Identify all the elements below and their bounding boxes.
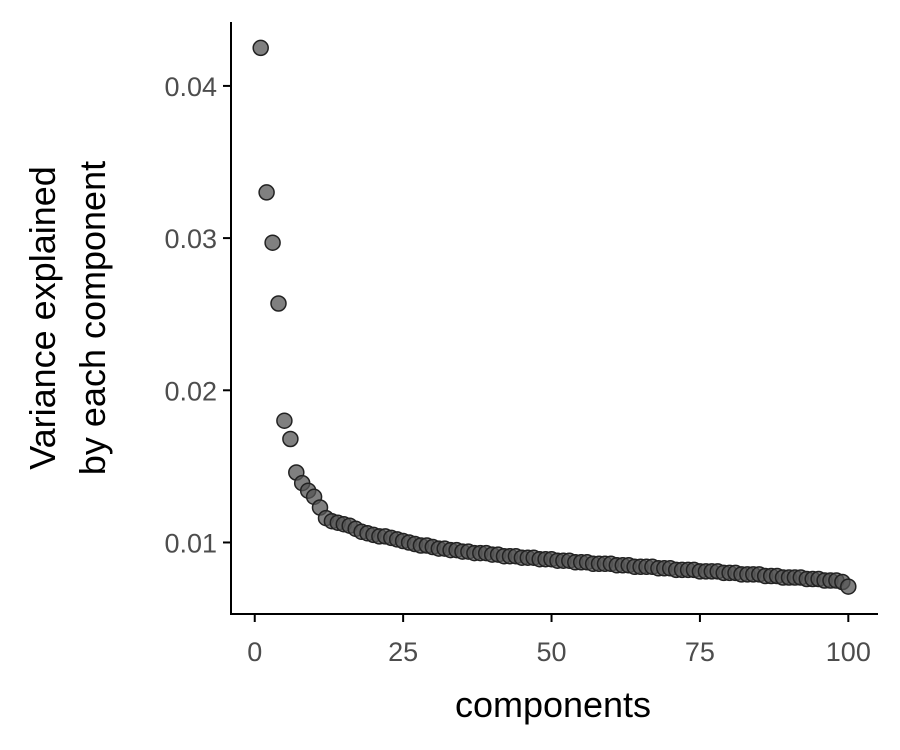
data-point [840,578,857,595]
y-axis-title-line-1: Variance explained [22,166,63,470]
data-point [282,430,299,448]
x-axis-ticks: 0 25 50 75 100 [247,614,871,667]
x-tick-label: 0 [247,637,262,667]
y-axis-title: Variance explained by each component [22,161,113,475]
y-tick-label: 0.02 [164,376,217,406]
data-point [258,184,275,201]
x-tick-label: 75 [685,637,715,667]
x-tick-label: 100 [826,637,871,667]
y-tick-label: 0.04 [164,72,217,102]
x-tick-label: 25 [388,637,418,667]
y-axis-title-line-2: by each component [72,161,113,475]
y-axis-ticks: 0.01 0.02 0.03 0.04 [164,72,231,558]
data-point [264,234,281,251]
y-tick-label: 0.01 [164,528,217,558]
data-point [276,412,293,429]
x-tick-label: 50 [537,637,567,667]
data-points [252,39,857,595]
data-point [270,295,287,312]
x-axis-title: components [455,684,651,725]
y-tick-label: 0.03 [164,224,217,254]
data-point [252,39,269,57]
